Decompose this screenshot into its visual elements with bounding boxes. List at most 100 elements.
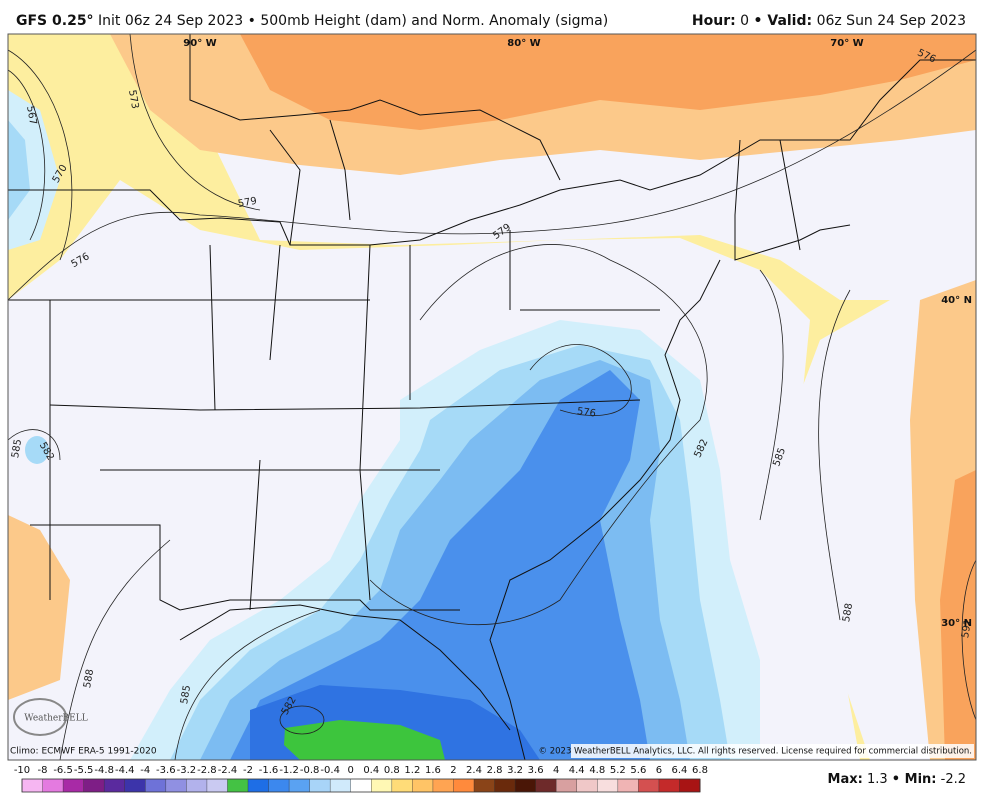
- colorbar-swatch: [453, 779, 475, 792]
- colorbar-tick-label: -6.5: [53, 765, 73, 776]
- logo: WeatherBELL: [13, 698, 88, 736]
- colorbar-tick-label: -5.5: [74, 765, 94, 776]
- colorbar-tick-label: 4: [553, 765, 559, 776]
- colorbar-tick-label: 0.8: [384, 765, 400, 776]
- contour-label: 567: [24, 105, 38, 126]
- colorbar-tick-label: 5.2: [610, 765, 626, 776]
- colorbar-swatch: [597, 779, 619, 792]
- description: Init 06z 24 Sep 2023 • 500mb Height (dam…: [98, 13, 608, 29]
- longitude-label: 70° W: [830, 38, 863, 49]
- colorbar-swatch: [104, 779, 126, 792]
- valid-time: Hour: 0 • Valid: 06z Sun 24 Sep 2023: [692, 13, 966, 29]
- hour: 0: [740, 13, 749, 29]
- max-label: Max:: [828, 772, 863, 787]
- colorbar-tick-label: 6.8: [692, 765, 708, 776]
- colorbar-tick-label: -3.6: [156, 765, 176, 776]
- contour-label: 591: [960, 618, 974, 639]
- colorbar-tick-label: 1.2: [404, 765, 420, 776]
- colorbar-tick-label: -3.2: [177, 765, 197, 776]
- contour-label: 588: [82, 668, 96, 689]
- colorbar-swatch: [124, 779, 146, 792]
- colorbar-tick-label: 2.4: [466, 765, 482, 776]
- contour-label: 573: [126, 89, 140, 110]
- contours: [8, 34, 976, 760]
- colorbar-swatch: [206, 779, 228, 792]
- colorbar-swatch: [371, 779, 393, 792]
- colorbar-tick-label: 5.6: [630, 765, 646, 776]
- colorbar-tick-label: 2.8: [487, 765, 503, 776]
- colorbar-swatch: [22, 779, 44, 792]
- map: 567 570 576 579 573 579 576 582 585 588 …: [8, 34, 976, 760]
- colorbar-tick-label: 0: [348, 765, 354, 776]
- model: GFS 0.25°: [16, 13, 94, 29]
- colorbar-swatch: [330, 779, 352, 792]
- colorbar-tick-label: -4.8: [94, 765, 114, 776]
- colorbar-swatch: [432, 779, 454, 792]
- logo-text: WeatherBELL: [24, 714, 87, 724]
- colorbar-swatch: [63, 779, 85, 792]
- colorbar-swatch: [679, 779, 701, 792]
- valid: 06z Sun 24 Sep 2023: [817, 13, 966, 29]
- colorbar-swatch: [494, 779, 516, 792]
- colorbar-tick-label: 4.4: [569, 765, 585, 776]
- colorbar-swatch: [556, 779, 578, 792]
- colorbar-tick-label: -10: [14, 765, 30, 776]
- colorbar-swatch: [83, 779, 105, 792]
- title: GFS 0.25° Init 06z 24 Sep 2023 • 500mb H…: [16, 13, 608, 29]
- colorbar-swatch: [658, 779, 680, 792]
- contour-label: 579: [237, 196, 258, 210]
- min-value: -2.2: [941, 772, 966, 787]
- colorbar-swatch: [289, 779, 311, 792]
- contour-label: 588: [841, 602, 855, 623]
- colorbar-tick-label: -0.4: [320, 765, 340, 776]
- colorbar-tick-label: 6: [656, 765, 662, 776]
- hour-label: Hour:: [692, 13, 736, 29]
- longitude-label: 80° W: [507, 38, 540, 49]
- colorbar-tick-label: -8: [38, 765, 48, 776]
- colorbar-swatch: [186, 779, 208, 792]
- colorbar-tick-label: -2: [243, 765, 253, 776]
- max-min: Max: 1.3 • Min: -2.2: [828, 772, 966, 787]
- colorbar-tick-label: -1.6: [259, 765, 279, 776]
- colorbar-swatch: [515, 779, 537, 792]
- colorbar-tick-label: -2.8: [197, 765, 217, 776]
- copyright-bg: [571, 744, 974, 758]
- colorbar-tick-label: 0.4: [363, 765, 379, 776]
- colorbar-swatch: [617, 779, 639, 792]
- colorbar-tick-label: -0.8: [300, 765, 320, 776]
- colorbar-swatch: [576, 779, 598, 792]
- colorbar-tick-label: -1.2: [279, 765, 299, 776]
- colorbar-swatch: [535, 779, 557, 792]
- latitude-label: 40° N: [941, 295, 972, 306]
- boundaries: [8, 34, 976, 760]
- colorbar-tick-label: -4: [140, 765, 150, 776]
- min-label: • Min:: [892, 772, 937, 787]
- longitude-label: 90° W: [183, 38, 216, 49]
- max-value: 1.3: [867, 772, 888, 787]
- graticule-labels: 90° W 80° W 70° W 40° N 30° N: [183, 38, 972, 629]
- colorbar-tick-label: 6.4: [672, 765, 688, 776]
- valid-label: • Valid:: [754, 13, 813, 29]
- contour-label: 576: [576, 406, 596, 420]
- colorbar-swatch: [391, 779, 413, 792]
- climo-note: Climo: ECMWF ERA-5 1991-2020: [10, 747, 157, 757]
- latitude-label: 30° N: [941, 618, 972, 629]
- colorbar-swatch: [350, 779, 372, 792]
- contour-label: 585: [179, 684, 193, 705]
- colorbar-swatch: [309, 779, 331, 792]
- colorbar-tick-label: 1.6: [425, 765, 441, 776]
- colorbar-swatch: [268, 779, 290, 792]
- colorbar-swatch: [638, 779, 660, 792]
- contour-labels: 567 570 576 579 573 579 576 582 585 588 …: [10, 47, 974, 717]
- contour-label: 585: [10, 438, 24, 459]
- colorbar-swatch: [412, 779, 434, 792]
- colorbar-tick-label: 4.8: [589, 765, 605, 776]
- colorbar-swatch: [165, 779, 187, 792]
- header: GFS 0.25° Init 06z 24 Sep 2023 • 500mb H…: [16, 13, 966, 29]
- colorbar-swatch: [248, 779, 270, 792]
- colorbar-tick-label: -4.4: [115, 765, 135, 776]
- copyright: © 2023 WeatherBELL Analytics, LLC. All r…: [539, 747, 972, 757]
- colorbar-tick-label: -2.4: [218, 765, 238, 776]
- map-frame: [7, 33, 977, 761]
